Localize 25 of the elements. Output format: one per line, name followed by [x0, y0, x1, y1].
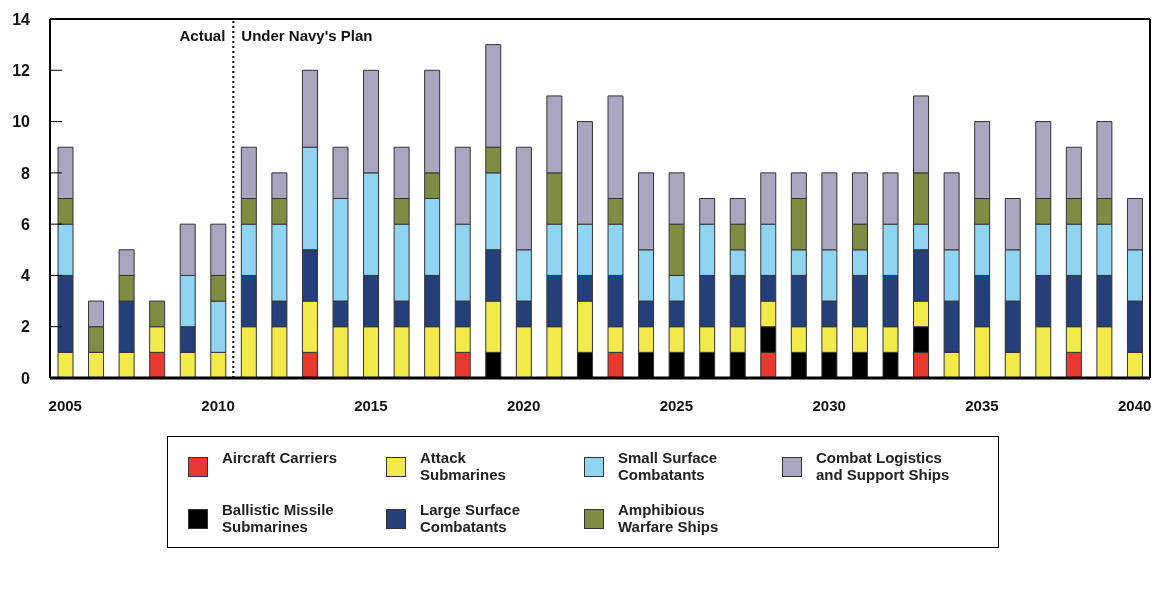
legend-label: Amphibious Warfare Ships [618, 501, 720, 535]
legend-label: Ballistic Missile Submarines [222, 501, 335, 535]
annotation: Under Navy's Plan [241, 27, 373, 44]
x-tick-label: 2040 [1118, 396, 1152, 414]
x-tick-label: 2005 [48, 396, 82, 414]
y-tick-label: 10 [12, 113, 31, 131]
x-tick-label: 2015 [354, 396, 388, 414]
y-tick-label: 2 [21, 318, 31, 336]
legend-label: Large Surface Combatants [420, 501, 522, 535]
x-tick-label: 2020 [506, 396, 541, 414]
x-tick-label: 2025 [659, 396, 694, 414]
y-tick-label: 6 [21, 215, 31, 233]
y-tick-label: 8 [21, 164, 31, 182]
y-tick-label: 0 [21, 369, 31, 387]
annotation: Actual [179, 27, 226, 44]
x-tick-label: 2030 [812, 396, 846, 414]
legend-label: Attack Submarines [420, 449, 507, 483]
y-tick-label: 14 [12, 10, 31, 28]
x-tick-label: 2035 [965, 396, 999, 414]
y-tick-label: 12 [12, 61, 31, 79]
legend-label: Combat Logistics and Support Ships [816, 449, 951, 483]
x-tick-label: 2010 [201, 396, 235, 414]
legend-label: Small Surface Combatants [618, 449, 719, 483]
y-tick-label: 4 [21, 267, 31, 285]
legend-label: Aircraft Carriers [222, 449, 339, 466]
